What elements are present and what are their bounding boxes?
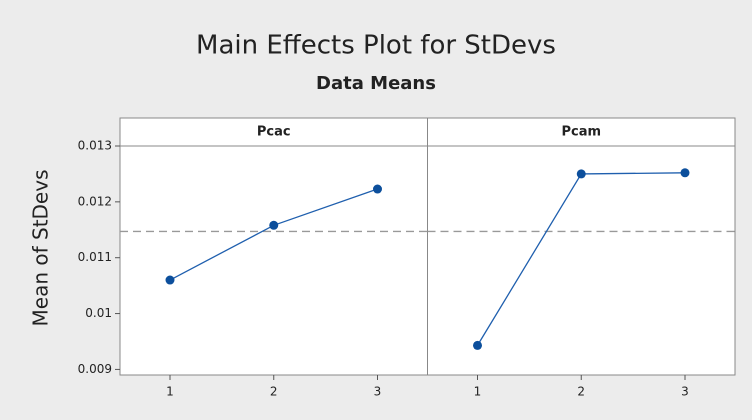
point [373,184,382,194]
y-tick-label: 0.013 [78,139,112,153]
point [269,220,279,230]
y-axis-label: Mean of StDevs [29,170,53,327]
x-tick-label: 3 [681,385,689,399]
y-tick-label: 0.01 [85,306,112,320]
x-tick-label: 1 [474,385,482,399]
y-tick-label: 0.011 [78,250,112,264]
x-tick-label: 2 [577,385,585,399]
panel-title: Pcam [561,125,601,140]
chart-title: Main Effects Plot for StDevs [196,31,556,61]
chart-subtitle: Data Means [316,73,436,94]
panel-title: Pcac [257,125,291,140]
x-tick-label: 3 [374,385,382,399]
point [165,275,175,285]
point [576,169,586,179]
point [680,168,690,178]
x-tick-label: 2 [270,385,278,399]
point [473,340,482,350]
x-tick-label: 1 [166,385,174,399]
y-tick-label: 0.012 [78,194,112,208]
y-tick-label: 0.009 [78,362,112,376]
